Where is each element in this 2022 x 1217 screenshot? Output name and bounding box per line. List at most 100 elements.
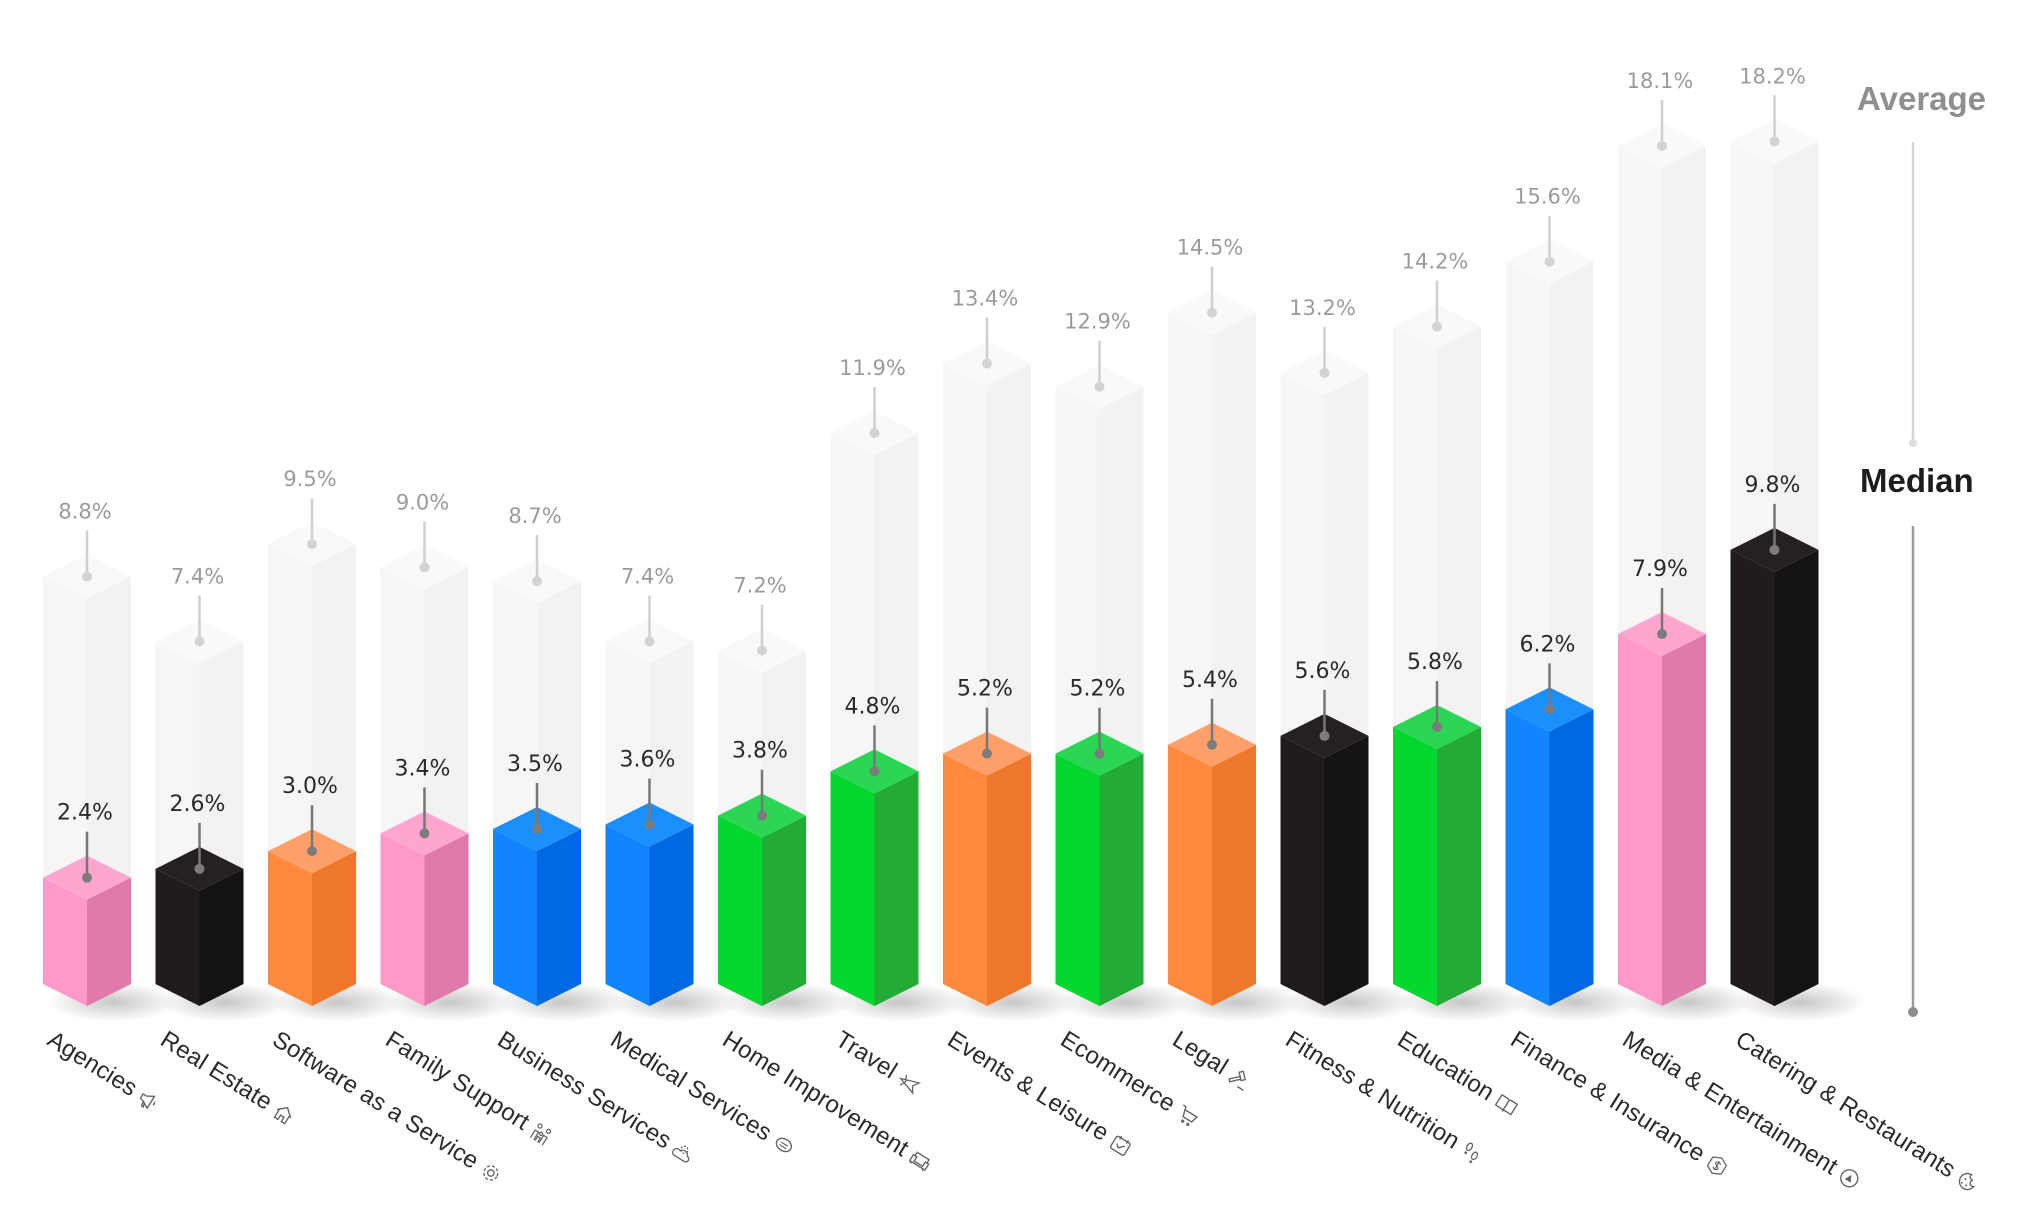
category-label: Family Support xyxy=(380,1026,558,1152)
airplane-icon xyxy=(898,1074,921,1095)
value-pointer-dot xyxy=(982,748,992,759)
dollar-badge-icon xyxy=(1706,1156,1727,1175)
average-value-label-text: 15.6% xyxy=(1514,185,1581,209)
value-pointer-dot xyxy=(307,539,317,550)
average-value-label: 15.6% xyxy=(1514,185,1581,267)
bar-right-face xyxy=(1212,744,1256,1006)
category-label: Education xyxy=(1392,1026,1523,1122)
median-value-label-text: 5.2% xyxy=(957,677,1013,702)
value-pointer-dot xyxy=(419,562,430,573)
average-value-label: 8.8% xyxy=(58,500,112,582)
value-pointer-dot xyxy=(1094,748,1105,759)
value-pointer-dot xyxy=(307,846,317,857)
value-pointer-dot xyxy=(1319,367,1330,378)
bar-left-face xyxy=(493,828,537,1006)
average-value-label: 9.0% xyxy=(396,490,449,573)
median-value-label-text: 9.8% xyxy=(1745,473,1801,498)
bar-right-face xyxy=(424,833,469,1006)
average-value-label: 12.9% xyxy=(1064,310,1131,392)
median-bar xyxy=(830,749,919,1006)
average-value-label-text: 7.4% xyxy=(621,564,674,588)
bar-right-face xyxy=(1324,735,1369,1006)
median-bar xyxy=(1505,687,1594,1006)
value-pointer-dot xyxy=(1432,321,1442,332)
median-value-label: 3.5% xyxy=(507,752,563,834)
bar-right-face xyxy=(1437,727,1481,1006)
median-value-label-text: 5.8% xyxy=(1407,650,1463,675)
bar-left-face xyxy=(43,877,87,1006)
bar-right-face xyxy=(537,828,581,1006)
average-value-label-text: 9.0% xyxy=(396,490,449,514)
average-value-label: 8.7% xyxy=(508,504,562,587)
legend-median-label: Median xyxy=(1860,462,1974,499)
median-bar xyxy=(718,793,806,1006)
book-icon xyxy=(1494,1093,1518,1116)
median-bar xyxy=(605,802,694,1006)
median-bar xyxy=(943,731,1031,1006)
calendar-check-icon xyxy=(1109,1135,1131,1156)
average-value-label-text: 11.9% xyxy=(839,356,906,380)
average-value-label: 7.4% xyxy=(171,564,224,647)
median-value-label: 3.4% xyxy=(395,756,450,839)
bar-left-face xyxy=(718,815,762,1006)
median-value-label-text: 7.9% xyxy=(1632,557,1688,582)
median-value-label: 5.4% xyxy=(1182,668,1238,750)
value-pointer-dot xyxy=(194,863,205,874)
value-pointer-dot xyxy=(869,766,880,777)
average-value-label-text: 8.8% xyxy=(58,500,111,524)
bar-right-face xyxy=(649,824,694,1006)
bar-left-face xyxy=(1393,727,1437,1006)
value-pointer-dot xyxy=(982,358,992,369)
value-pointer-dot xyxy=(419,828,430,839)
bar-right-face xyxy=(874,771,919,1006)
average-value-label-text: 14.5% xyxy=(1177,236,1244,260)
megaphone-icon xyxy=(139,1093,157,1110)
median-value-label: 2.6% xyxy=(170,792,225,874)
average-value-label-text: 8.7% xyxy=(508,504,561,528)
value-pointer-dot xyxy=(757,810,767,821)
median-bars: 2.4% 2.6% 3.0% 3.4% 3.5% 3.6% 3.8% 4.8% 5.2% 5.2%… xyxy=(43,473,1819,1006)
category-label: Fitness & Nutrition xyxy=(1280,1026,1488,1171)
category-label: Finance & Insurance xyxy=(1505,1026,1733,1183)
value-pointer-dot xyxy=(1319,730,1330,741)
legend-average-label: Average xyxy=(1857,80,1987,117)
bar-left-face xyxy=(830,771,875,1006)
average-value-label: 18.2% xyxy=(1739,64,1806,147)
bar-right-face xyxy=(762,815,806,1006)
bar-left-face xyxy=(605,824,650,1006)
value-pointer-dot xyxy=(1094,381,1105,392)
median-value-label-text: 6.2% xyxy=(1520,632,1576,657)
median-value-label: 7.9% xyxy=(1632,557,1688,640)
median-value-label-text: 5.6% xyxy=(1295,659,1351,684)
value-pointer-dot xyxy=(869,428,880,439)
median-bar xyxy=(155,846,244,1006)
average-value-label: 14.5% xyxy=(1177,236,1244,318)
bar-left-face xyxy=(943,753,987,1006)
average-value-label: 13.4% xyxy=(952,287,1019,369)
median-bar xyxy=(43,855,131,1006)
bar-right-face xyxy=(312,851,356,1006)
median-bar xyxy=(1393,705,1481,1006)
value-pointer-dot xyxy=(757,645,767,656)
average-value-label-text: 12.9% xyxy=(1064,310,1131,334)
value-pointer-dot xyxy=(194,636,205,647)
median-bar xyxy=(380,811,469,1006)
value-pointer-dot xyxy=(532,823,542,834)
average-value-label-text: 13.4% xyxy=(952,287,1019,311)
median-value-label-text: 3.6% xyxy=(620,748,676,773)
bar-left-face xyxy=(268,851,312,1006)
mask-icon xyxy=(774,1137,792,1153)
value-pointer-dot xyxy=(532,576,542,587)
play-icon xyxy=(1840,1169,1859,1188)
bar-left-face xyxy=(1618,634,1662,1006)
value-pointer-dot xyxy=(1544,704,1555,715)
median-value-label: 3.8% xyxy=(732,739,788,821)
average-value-label: 7.2% xyxy=(733,574,787,656)
family-icon xyxy=(529,1123,551,1146)
median-bar xyxy=(1618,612,1706,1006)
bar-left-face xyxy=(1280,735,1325,1006)
median-value-label-text: 3.8% xyxy=(732,739,788,764)
average-value-label-text: 18.1% xyxy=(1627,69,1694,93)
value-pointer-dot xyxy=(1544,256,1555,267)
bar-left-face xyxy=(380,833,425,1006)
